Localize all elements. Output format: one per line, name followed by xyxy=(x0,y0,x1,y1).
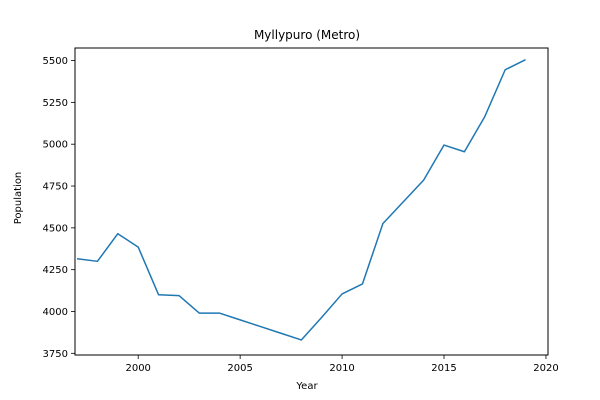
axes-frame xyxy=(74,47,549,356)
x-tick-label: 2020 xyxy=(533,363,558,374)
y-tick-label: 4500 xyxy=(43,223,68,234)
x-tick-label: 2005 xyxy=(227,363,252,374)
chart-title: Myllypuro (Metro) xyxy=(254,28,360,42)
x-tick-label: 2015 xyxy=(431,363,456,374)
y-tick-label: 4250 xyxy=(43,265,68,276)
y-axis-label: Population xyxy=(13,172,24,225)
x-tick-label: 2000 xyxy=(125,363,150,374)
y-tick-label: 5500 xyxy=(43,56,68,67)
y-tick-label: 5250 xyxy=(43,98,68,109)
y-tick-label: 4000 xyxy=(43,307,68,318)
y-axis: 3750 4000 4250 4500 4750 5000 5250 5500 xyxy=(43,56,75,360)
x-axis: 2000 2005 2010 2015 2020 xyxy=(125,355,559,374)
y-tick-label: 5000 xyxy=(43,140,68,151)
y-tick-label: 3750 xyxy=(43,349,68,360)
y-tick-label: 4750 xyxy=(43,182,68,193)
x-tick-label: 2010 xyxy=(329,363,354,374)
x-axis-label: Year xyxy=(295,381,318,392)
plot-area xyxy=(76,59,526,341)
